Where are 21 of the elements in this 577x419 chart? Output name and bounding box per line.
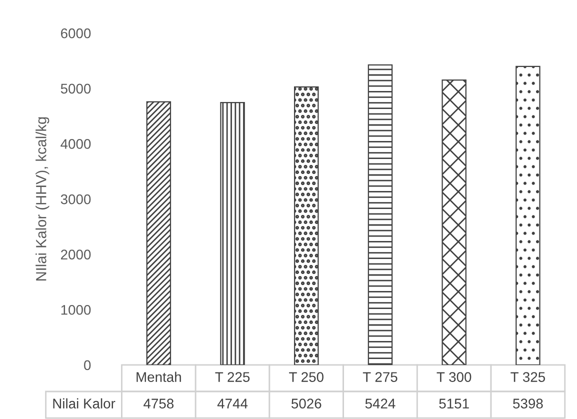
y-axis-title: NIlai Kalor (HHV), kcal/kg — [36, 117, 50, 280]
data-label: 4758 — [144, 398, 174, 408]
y-tick-label: 2000 — [60, 250, 91, 260]
x-tick-label: T 250 — [289, 372, 324, 382]
x-tick-label: Mentah — [136, 372, 181, 382]
y-tick-label: 0 — [84, 360, 91, 370]
data-label: 5151 — [439, 398, 469, 408]
data-label: 4744 — [217, 398, 248, 408]
x-tick-label: T 300 — [436, 372, 472, 382]
y-tick-label: 3000 — [60, 194, 91, 204]
x-tick-label: T 325 — [510, 372, 546, 382]
data-label: 5026 — [291, 398, 322, 408]
x-tick-label: T 275 — [362, 372, 398, 382]
y-tick-label: 6000 — [61, 28, 91, 38]
text: Nilai Kalor — [53, 398, 116, 408]
y-tick-label: 1000 — [61, 304, 91, 315]
y-tick-label: 5000 — [60, 84, 91, 94]
data-label: 5398 — [513, 398, 543, 408]
data-label: 5424 — [365, 398, 396, 408]
y-tick-label: 4000 — [60, 139, 91, 149]
x-tick-label: T 225 — [215, 372, 250, 382]
